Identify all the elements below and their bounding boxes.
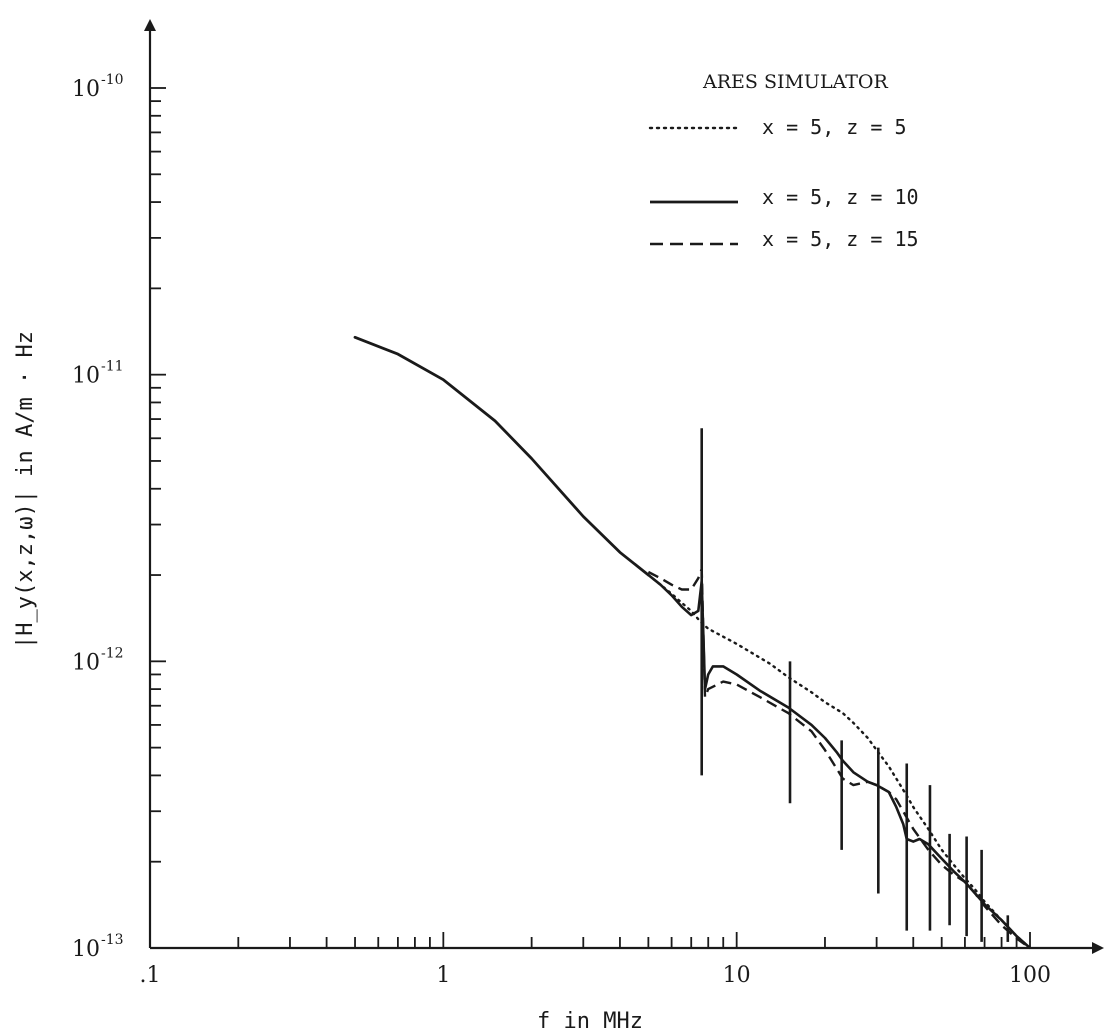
legend-label-2: x = 5, z = 10 <box>762 185 919 209</box>
legend-label-3: x = 5, z = 15 <box>762 227 919 251</box>
y-tick-exponent: -13 <box>101 932 124 948</box>
axis-ticks <box>150 87 1031 948</box>
x-tick-label: 1 <box>436 963 450 988</box>
y-axis-label: |H_y(x,z,ω)| in A/m · Hz <box>13 331 38 649</box>
series-line-dotted <box>647 573 1032 950</box>
y-tick-label: 10 <box>72 364 100 389</box>
x-tick-label: .1 <box>140 963 161 988</box>
x-tick-label: 100 <box>1009 963 1051 988</box>
y-tick-label: 10 <box>72 77 100 102</box>
y-tick-exponent: -11 <box>101 359 124 375</box>
legend: ARES SIMULATOR x = 5, z = 5 x = 5, z = 1… <box>648 71 919 251</box>
y-tick-label: 10 <box>72 650 100 675</box>
resonance-spikes <box>700 428 1010 942</box>
legend-label-1: x = 5, z = 5 <box>762 115 907 139</box>
y-tick-exponent: -12 <box>101 645 124 661</box>
x-axis-label: f in MHz <box>537 1009 643 1034</box>
series-shared-segment <box>353 335 650 577</box>
x-tick-label: 10 <box>723 963 751 988</box>
series-line-dashed <box>647 567 1031 949</box>
legend-title: ARES SIMULATOR <box>702 71 888 93</box>
y-tick-label: 10 <box>72 937 100 962</box>
y-tick-exponent: -10 <box>101 72 124 88</box>
